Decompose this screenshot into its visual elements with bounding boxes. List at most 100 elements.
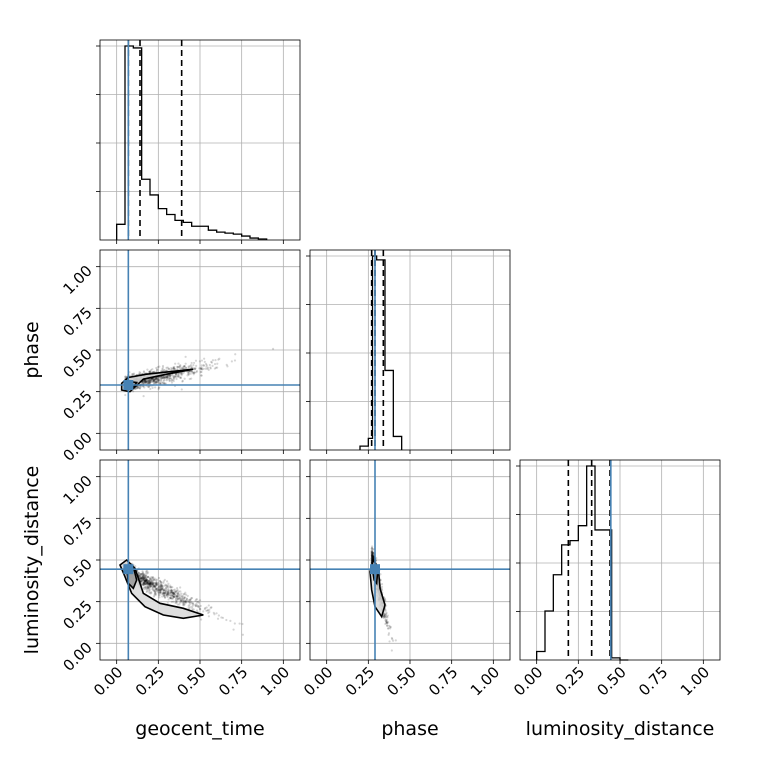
sample-point [159,588,162,591]
sample-point [161,591,165,594]
sample-point [165,588,168,591]
sample-point [217,358,220,361]
sample-point [147,379,150,382]
sample-point [157,581,160,585]
sample-point [150,591,153,594]
sample-point [166,375,169,378]
sample-point [166,594,169,597]
sample-point [370,552,374,556]
sample-point [173,592,176,595]
sample-point [371,555,374,558]
sample-point [159,587,162,590]
sample-point [200,374,203,377]
sample-point [156,378,159,382]
sample-point [170,590,174,593]
sample-point [386,616,389,619]
sample-point [174,368,177,371]
sample-point [166,591,169,594]
sample-point [161,588,164,591]
sample-point [166,585,170,588]
sample-point [160,583,163,587]
sample-point [148,380,151,384]
sample-point [149,380,152,383]
sample-point [142,583,145,587]
sample-point [190,596,193,600]
sample-point [150,577,153,581]
sample-point [145,574,148,577]
sample-point [142,578,145,581]
sample-point [148,379,151,382]
sample-point [147,385,150,389]
sample-point [195,602,198,606]
sample-point [149,368,153,372]
sample-point [199,370,202,374]
sample-point [149,577,152,581]
sample-point [148,369,152,373]
sample-point [169,591,172,595]
sample-point [207,615,211,618]
sample-point [148,583,151,586]
sample-point [124,375,127,378]
sample-point [167,367,170,371]
sample-point [147,382,151,385]
sample-point [161,369,164,372]
sample-point [383,612,386,615]
sample-point [161,586,164,589]
sample-point [160,585,164,588]
sample-point [372,556,375,559]
sample-point [210,606,213,609]
sample-point [172,592,175,595]
sample-point [206,366,210,369]
sample-point [138,370,141,374]
sample-point [158,382,161,385]
sample-point [205,364,208,367]
sample-point [123,375,127,379]
sample-point [151,370,154,374]
sample-point [158,382,162,385]
sample-point [156,589,160,592]
sample-point [183,596,187,599]
sample-point [155,376,158,380]
sample-point [137,571,140,574]
sample-point [168,379,171,383]
sample-point [149,582,152,585]
sample-point [147,379,151,382]
sample-point [384,598,387,601]
sample-point [214,366,218,369]
sample-point [160,587,163,590]
sample-point [144,576,147,579]
sample-point [148,582,152,586]
sample-point [165,593,168,596]
sample-point [206,609,210,612]
sample-point [138,386,141,389]
sample-point [181,366,184,369]
sample-point [150,583,153,586]
sample-point [175,599,178,603]
sample-point [192,604,195,607]
sample-point [208,363,211,367]
sample-point [145,576,148,580]
sample-point [180,601,183,604]
sample-point [153,585,156,588]
sample-point [149,379,153,382]
sample-point [200,368,203,371]
sample-point [155,370,158,373]
sample-point [154,377,157,380]
sample-point [142,586,146,589]
sample-point [128,374,131,377]
sample-point [202,367,205,370]
sample-point [171,586,174,589]
sample-point [370,550,373,553]
sample-point [197,600,200,603]
sample-point [153,370,156,373]
sample-point [178,365,181,368]
sample-point [215,612,218,615]
sample-point [142,581,146,585]
sample-point [172,595,175,598]
sample-point [370,554,374,557]
sample-point [162,589,166,592]
sample-point [178,597,182,600]
sample-point [192,373,195,376]
sample-point [146,581,149,584]
sample-point [152,379,155,383]
